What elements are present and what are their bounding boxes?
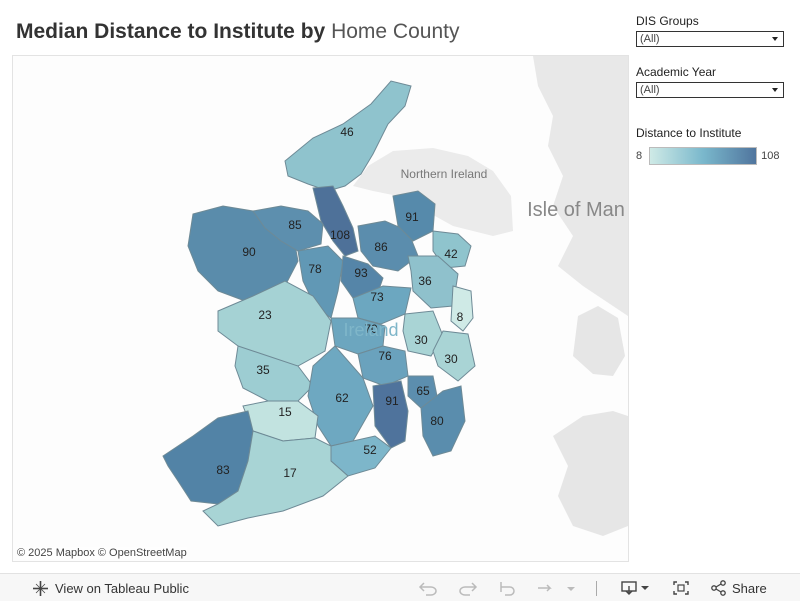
county-label-offaly: 70 [364, 322, 378, 336]
filter-label-dis-groups: DIS Groups [636, 14, 699, 28]
academic-year-value: (All) [640, 84, 660, 96]
county-cavan[interactable] [357, 220, 419, 272]
download-icon [621, 581, 637, 595]
county-label-tipperary: 62 [335, 391, 349, 405]
revert-icon [500, 582, 515, 596]
county-label-cork: 17 [283, 466, 297, 480]
filter-dis-groups: DIS Groups (All) [636, 14, 790, 47]
county-label-kilkenny: 91 [385, 394, 399, 408]
chevron-down-icon [641, 586, 649, 590]
undo-icon [418, 582, 437, 596]
county-label-sligo: 85 [288, 218, 302, 232]
share-label: Share [732, 580, 767, 596]
refresh-button[interactable] [536, 580, 556, 596]
legend-max: 108 [761, 150, 780, 162]
northern-ireland-land [353, 148, 513, 236]
fullscreen-icon [673, 581, 689, 595]
dis-groups-select[interactable]: (All) [636, 31, 784, 47]
county-label-leitrim: 108 [330, 228, 350, 242]
map-view[interactable]: 46 85 108 86 91 42 90 78 93 36 73 8 23 70 30 30 76 35 62 91… [12, 55, 629, 562]
share-icon [711, 580, 726, 596]
county-galway[interactable] [217, 280, 332, 367]
filter-label-academic-year: Academic Year [636, 65, 717, 79]
county-donegal[interactable] [284, 80, 412, 192]
place-label-ireland: Ireland [343, 320, 398, 340]
filter-academic-year: Academic Year (All) [636, 65, 790, 98]
county-label-kerry: 83 [216, 463, 230, 477]
dashboard-title: Median Distance to Institute by Home Cou… [16, 20, 459, 44]
place-label-northern-ireland: Northern Ireland [401, 167, 488, 181]
download-button[interactable] [620, 580, 650, 596]
chevron-down-icon[interactable] [772, 37, 778, 41]
redo-button[interactable] [458, 580, 478, 596]
county-label-carlow: 65 [416, 384, 430, 398]
county-label-galway: 23 [258, 308, 272, 322]
great-britain-land [533, 56, 628, 316]
isle-of-man-land [573, 306, 625, 376]
county-label-limerick: 15 [278, 405, 292, 419]
undo-button[interactable] [418, 580, 438, 596]
county-wicklow[interactable] [432, 330, 476, 382]
redo-icon [459, 582, 478, 596]
county-label-louth: 42 [444, 247, 458, 261]
map-attribution[interactable]: © 2025 Mapbox © OpenStreetMap [17, 547, 187, 559]
county-label-cavan: 86 [374, 240, 388, 254]
tableau-toolbar: View on Tableau Public Share [0, 573, 800, 601]
county-label-meath: 36 [418, 274, 432, 288]
county-label-longford: 93 [354, 266, 368, 280]
refresh-menu-button[interactable] [566, 580, 576, 596]
wales-land [553, 411, 628, 536]
dis-groups-value: (All) [640, 33, 660, 45]
map-canvas[interactable]: 46 85 108 86 91 42 90 78 93 36 73 8 23 70 30 30 76 35 62 91… [13, 56, 628, 561]
view-on-tableau-public-link[interactable]: View on Tableau Public [32, 580, 189, 597]
place-label-isle-of-man: Isle of Man [527, 199, 625, 221]
refresh-icon [538, 584, 552, 592]
title-bold: Median Distance to Institute by [16, 20, 326, 43]
county-wexford[interactable] [420, 385, 466, 457]
county-label-donegal: 46 [340, 125, 354, 139]
county-label-roscommon: 78 [308, 262, 322, 276]
county-label-westmeath: 73 [370, 290, 384, 304]
county-label-wexford: 80 [430, 414, 444, 428]
title-normal: Home County [331, 20, 460, 43]
legend-min: 8 [636, 150, 643, 162]
county-louth[interactable] [432, 230, 472, 269]
county-label-monaghan: 91 [405, 210, 419, 224]
view-on-tableau-public-label: View on Tableau Public [55, 581, 189, 596]
county-value-labels: 46 85 108 86 91 42 90 78 93 36 73 8 23 70 30 30 76 35 62 91… [216, 125, 463, 480]
county-sligo[interactable] [252, 205, 324, 252]
county-meath[interactable] [407, 255, 459, 309]
toolbar-separator [596, 581, 597, 596]
county-roscommon[interactable] [297, 245, 344, 319]
county-kilkenny[interactable] [372, 380, 409, 449]
academic-year-select[interactable]: (All) [636, 82, 784, 98]
county-label-mayo: 90 [242, 245, 256, 259]
chevron-down-icon[interactable] [772, 88, 778, 92]
revert-button[interactable] [498, 580, 518, 596]
county-label-kildare: 30 [414, 333, 428, 347]
county-cork[interactable] [202, 430, 349, 527]
county-label-laois: 76 [378, 349, 392, 363]
county-label-waterford: 52 [363, 443, 377, 457]
legend-gradient [649, 147, 758, 165]
county-kildare[interactable] [402, 310, 444, 357]
county-dublin[interactable] [450, 285, 474, 332]
county-label-clare: 35 [256, 363, 270, 377]
county-regions[interactable] [162, 80, 476, 527]
county-label-wicklow: 30 [444, 352, 458, 366]
legend-title: Distance to Institute [636, 126, 742, 140]
county-label-dublin: 8 [457, 310, 464, 324]
share-button[interactable]: Share [710, 580, 767, 596]
chevron-down-icon [567, 587, 575, 591]
fullscreen-button[interactable] [672, 580, 690, 596]
county-leitrim[interactable] [312, 185, 359, 257]
color-legend: Distance to Institute 8 108 [636, 126, 779, 165]
tableau-logo-icon [33, 581, 48, 596]
filter-panel: DIS Groups (All) Academic Year (All) [636, 14, 790, 98]
